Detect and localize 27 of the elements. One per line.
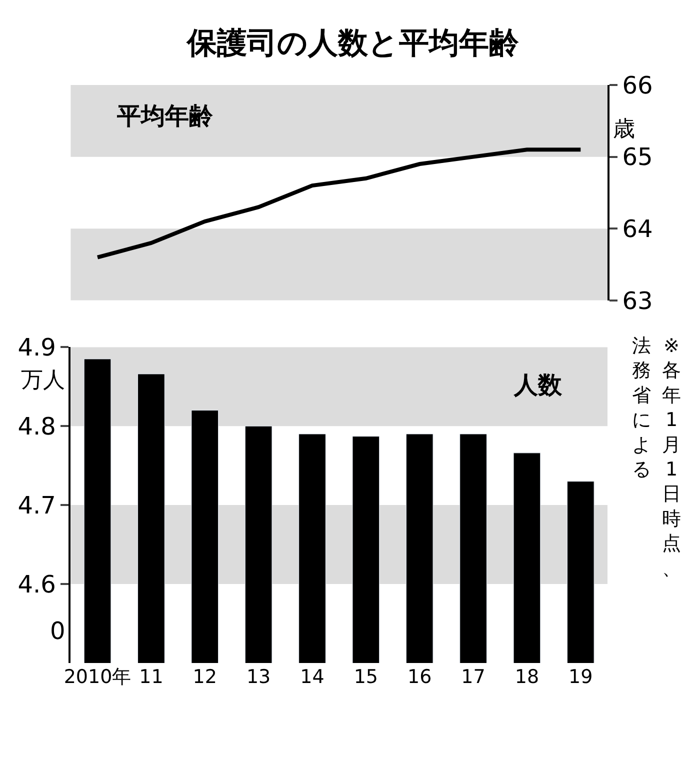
y-tick-label: 4.6 [18, 570, 56, 598]
y-tick-label: 64 [622, 215, 653, 244]
y-tick-label: 65 [622, 143, 653, 172]
y-tick-label: 4.7 [18, 491, 56, 520]
y-tick-label: 4.9 [18, 334, 56, 362]
text: 法務省による [632, 335, 651, 480]
y-tick-label: 63 [622, 286, 653, 315]
y-axis-title: 万人 [21, 368, 65, 393]
x-tick-label: 18 [514, 666, 540, 688]
y-tick-label: 66 [622, 71, 653, 100]
chart-title: 保護司の人数と平均年齢 [186, 26, 519, 61]
x-tick-label: 14 [300, 666, 324, 688]
x-tick-label: 11 [139, 666, 164, 688]
text: 0 [50, 617, 66, 645]
x-tick-label: 19 [568, 666, 593, 688]
series-label: 人数 [513, 371, 563, 399]
x-tick-label: 15 [354, 666, 378, 688]
y-tick-label: 4.8 [18, 412, 56, 440]
line-series [96, 148, 583, 260]
x-tick-label: 12 [192, 666, 217, 688]
x-tick-label: 2010年 [64, 666, 132, 688]
text: ※各年1月1日時点、 [662, 335, 681, 580]
x-tick-label: 16 [408, 666, 432, 688]
y-axis-title: 歳 [613, 117, 635, 142]
x-tick-label: 13 [246, 666, 271, 688]
text: 平均年齢 [116, 102, 214, 130]
x-tick-label: 17 [461, 666, 486, 688]
